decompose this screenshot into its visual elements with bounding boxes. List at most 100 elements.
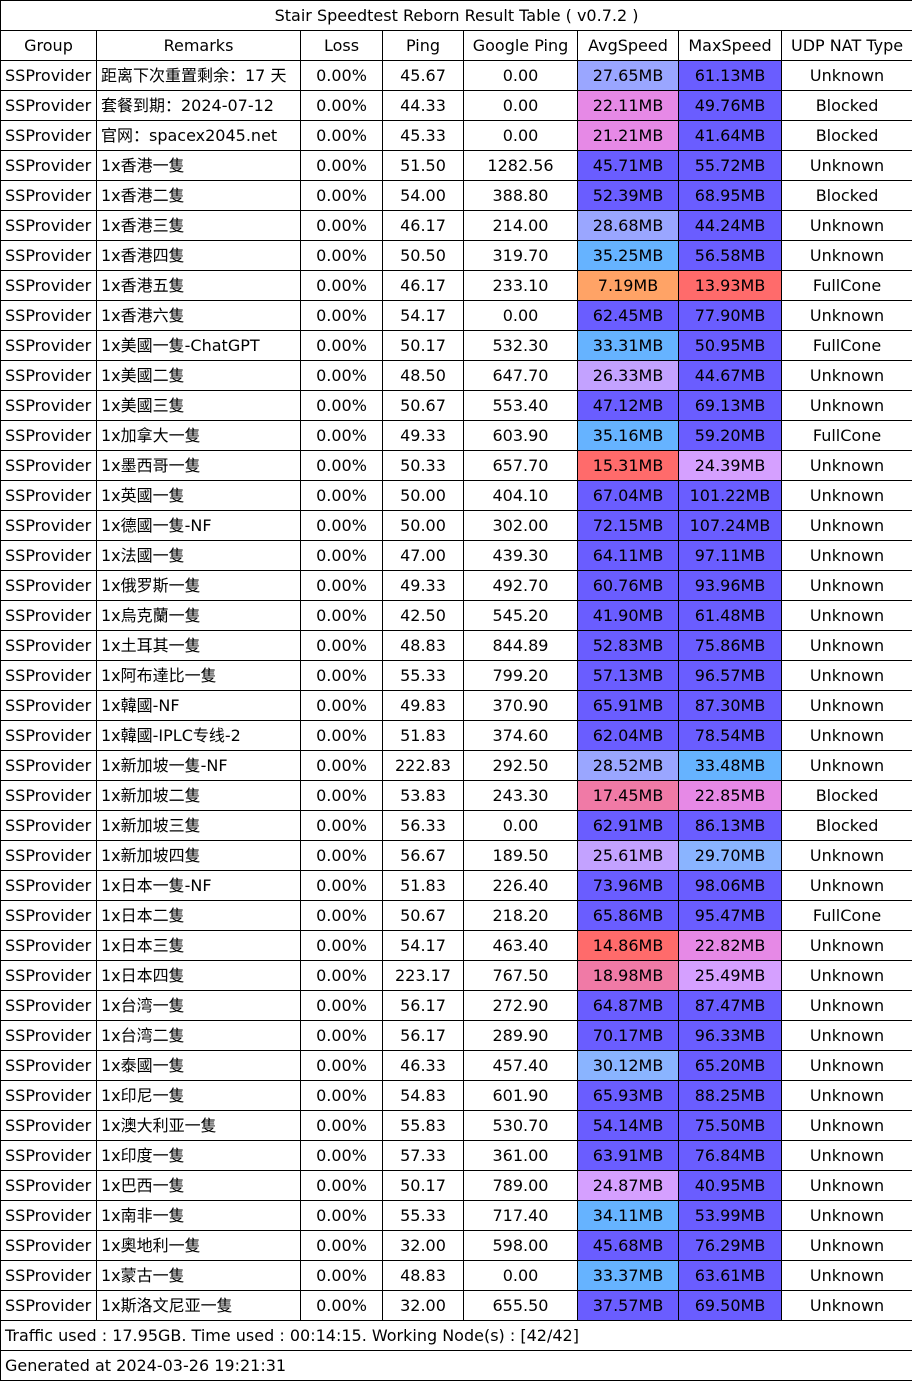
cell-ping: 46.17 (383, 211, 464, 241)
cell-group: SSProvider (1, 601, 97, 631)
cell-group: SSProvider (1, 931, 97, 961)
cell-ping: 50.17 (383, 1171, 464, 1201)
cell-avg-speed: 41.90MB (578, 601, 679, 631)
cell-avg-speed: 34.11MB (578, 1201, 679, 1231)
cell-google-ping: 844.89 (464, 631, 578, 661)
cell-google-ping: 370.90 (464, 691, 578, 721)
cell-group: SSProvider (1, 181, 97, 211)
cell-max-speed: 86.13MB (679, 811, 782, 841)
cell-udp-nat-type: Blocked (782, 811, 912, 841)
cell-avg-speed: 14.86MB (578, 931, 679, 961)
cell-group: SSProvider (1, 751, 97, 781)
cell-remarks: 1x墨西哥一隻 (97, 451, 301, 481)
cell-ping: 51.83 (383, 871, 464, 901)
cell-udp-nat-type: FullCone (782, 421, 912, 451)
cell-group: SSProvider (1, 781, 97, 811)
cell-ping: 51.50 (383, 151, 464, 181)
cell-remarks: 1x台湾二隻 (97, 1021, 301, 1051)
cell-ping: 49.33 (383, 421, 464, 451)
cell-udp-nat-type: Unknown (782, 1201, 912, 1231)
cell-max-speed: 49.76MB (679, 91, 782, 121)
cell-avg-speed: 7.19MB (578, 271, 679, 301)
cell-google-ping: 319.70 (464, 241, 578, 271)
cell-udp-nat-type: Unknown (782, 1261, 912, 1291)
cell-avg-speed: 62.45MB (578, 301, 679, 331)
cell-udp-nat-type: Unknown (782, 601, 912, 631)
cell-remarks: 1x香港三隻 (97, 211, 301, 241)
cell-google-ping: 374.60 (464, 721, 578, 751)
footer-generated-row: Generated at 2024-03-26 19:21:31 (1, 1351, 912, 1381)
cell-google-ping: 647.70 (464, 361, 578, 391)
cell-max-speed: 24.39MB (679, 451, 782, 481)
cell-group: SSProvider (1, 1081, 97, 1111)
cell-avg-speed: 25.61MB (578, 841, 679, 871)
cell-google-ping: 0.00 (464, 61, 578, 91)
cell-google-ping: 463.40 (464, 931, 578, 961)
cell-udp-nat-type: FullCone (782, 331, 912, 361)
cell-avg-speed: 52.83MB (578, 631, 679, 661)
cell-loss: 0.00% (301, 1051, 383, 1081)
cell-max-speed: 56.58MB (679, 241, 782, 271)
cell-google-ping: 545.20 (464, 601, 578, 631)
cell-group: SSProvider (1, 451, 97, 481)
cell-group: SSProvider (1, 271, 97, 301)
cell-google-ping: 289.90 (464, 1021, 578, 1051)
header-row: Group Remarks Loss Ping Google Ping AvgS… (1, 31, 912, 61)
cell-loss: 0.00% (301, 241, 383, 271)
cell-ping: 50.00 (383, 511, 464, 541)
cell-remarks: 1x美國二隻 (97, 361, 301, 391)
cell-loss: 0.00% (301, 991, 383, 1021)
header-avg-speed: AvgSpeed (578, 31, 679, 61)
cell-google-ping: 657.70 (464, 451, 578, 481)
header-udp-nat-type: UDP NAT Type (782, 31, 912, 61)
cell-remarks: 1x香港四隻 (97, 241, 301, 271)
cell-avg-speed: 60.76MB (578, 571, 679, 601)
cell-udp-nat-type: Unknown (782, 361, 912, 391)
cell-group: SSProvider (1, 541, 97, 571)
cell-max-speed: 44.67MB (679, 361, 782, 391)
cell-loss: 0.00% (301, 811, 383, 841)
cell-ping: 54.83 (383, 1081, 464, 1111)
cell-loss: 0.00% (301, 121, 383, 151)
cell-ping: 55.33 (383, 1201, 464, 1231)
cell-udp-nat-type: Blocked (782, 181, 912, 211)
cell-google-ping: 272.90 (464, 991, 578, 1021)
cell-udp-nat-type: Unknown (782, 211, 912, 241)
cell-udp-nat-type: Unknown (782, 1291, 912, 1321)
cell-remarks: 1x德國一隻-NF (97, 511, 301, 541)
cell-max-speed: 61.13MB (679, 61, 782, 91)
cell-remarks: 1x韓國-IPLC专线-2 (97, 721, 301, 751)
cell-udp-nat-type: Unknown (782, 931, 912, 961)
cell-ping: 54.00 (383, 181, 464, 211)
cell-remarks: 1x美國三隻 (97, 391, 301, 421)
cell-max-speed: 65.20MB (679, 1051, 782, 1081)
cell-loss: 0.00% (301, 421, 383, 451)
cell-group: SSProvider (1, 1021, 97, 1051)
cell-avg-speed: 24.87MB (578, 1171, 679, 1201)
title-row: Stair Speedtest Reborn Result Table ( v0… (1, 1, 912, 31)
cell-loss: 0.00% (301, 1111, 383, 1141)
cell-udp-nat-type: Unknown (782, 1141, 912, 1171)
cell-loss: 0.00% (301, 181, 383, 211)
header-loss: Loss (301, 31, 383, 61)
cell-group: SSProvider (1, 871, 97, 901)
cell-remarks: 1x香港六隻 (97, 301, 301, 331)
cell-avg-speed: 17.45MB (578, 781, 679, 811)
cell-max-speed: 96.33MB (679, 1021, 782, 1051)
cell-google-ping: 361.00 (464, 1141, 578, 1171)
cell-loss: 0.00% (301, 781, 383, 811)
cell-remarks: 1x俄罗斯一隻 (97, 571, 301, 601)
cell-loss: 0.00% (301, 1171, 383, 1201)
cell-max-speed: 101.22MB (679, 481, 782, 511)
cell-group: SSProvider (1, 121, 97, 151)
